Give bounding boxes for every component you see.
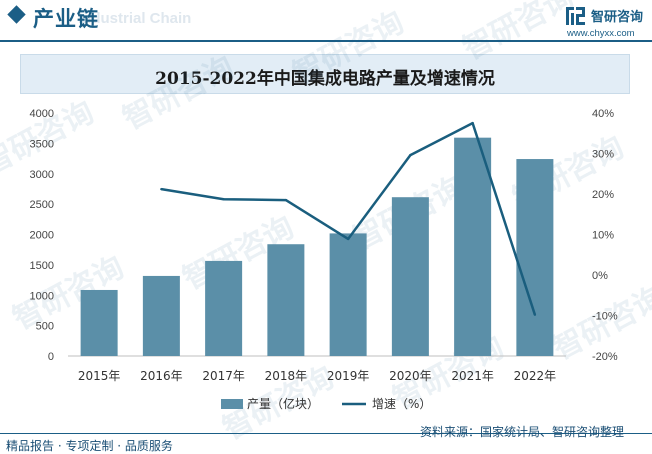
bar [329,233,367,356]
x-tick-label: 2018年 [265,369,308,383]
growth-point [533,313,537,316]
y-right-tick-label: 0% [592,270,608,282]
x-tick-label: 2019年 [327,369,370,383]
bar [142,275,180,356]
y-right-tick-label: 20% [592,189,614,201]
legend: 产量（亿块） 增速（%） [221,396,431,411]
top-bar: Industrial Chain 产业链 智研咨询 www.chyxx.com [0,0,652,40]
growth-point [284,198,288,202]
logo-mark-icon [566,7,585,25]
logo-name: 智研咨询 [591,10,644,25]
legend-bar-label: 产量（亿块） [247,396,319,411]
y-right-tick-label: 30% [592,149,614,161]
x-tick-label: 2021年 [451,369,494,383]
logo-url: www.chyxx.com [567,28,635,39]
y-left-tick-label: 4000 [30,108,54,120]
x-tick-label: 2017年 [202,369,245,383]
y-right-tick-label: 40% [592,108,614,120]
footer-tagline: 精品报告 · 专项定制 · 品质服务 [6,439,173,453]
bar [516,159,554,356]
x-tick-label: 2020年 [389,369,432,383]
bar [454,137,492,356]
y-right-tick-label: 10% [592,230,614,242]
growth-point [222,198,225,201]
y-left-tick-label: 0 [48,351,54,363]
logo: 智研咨询 www.chyxx.com [565,4,647,40]
growth-point [471,121,474,125]
y-left-tick-label: 1000 [30,290,54,302]
growth-point [346,237,350,241]
header-subtitle: Industrial Chain [78,10,192,27]
header-divider [0,40,652,42]
bar [80,289,118,356]
x-tick-label: 2016年 [140,369,183,383]
footer-divider [0,433,652,434]
growth-point [409,153,412,157]
y-left-tick-label: 3000 [30,169,54,181]
data-source: 资料来源：国家统计局、智研咨询整理 [420,425,625,439]
x-tick-label: 2015年 [78,369,121,383]
legend-line-label: 增速（%） [372,397,431,411]
bar [205,260,243,356]
y-left-tick-label: 2500 [30,199,54,211]
legend-bar-swatch [221,399,243,409]
y-left-tick-label: 3500 [30,138,54,150]
y-left-tick-label: 2000 [30,230,54,242]
chart-title: 2015-2022年中国集成电路产量及增速情况 [155,69,495,89]
growth-point [160,187,163,191]
y-right-tick-label: -10% [592,311,618,323]
y-left-tick-label: 1500 [30,260,54,272]
header-title: 产业链 [33,7,99,31]
bar [267,244,305,356]
chart-title-box: 2015-2022年中国集成电路产量及增速情况 [20,54,630,94]
y-right-tick-label: -20% [592,351,618,363]
x-tick-label: 2022年 [514,369,557,383]
y-left-tick-label: 500 [36,321,54,333]
bar [391,197,429,356]
